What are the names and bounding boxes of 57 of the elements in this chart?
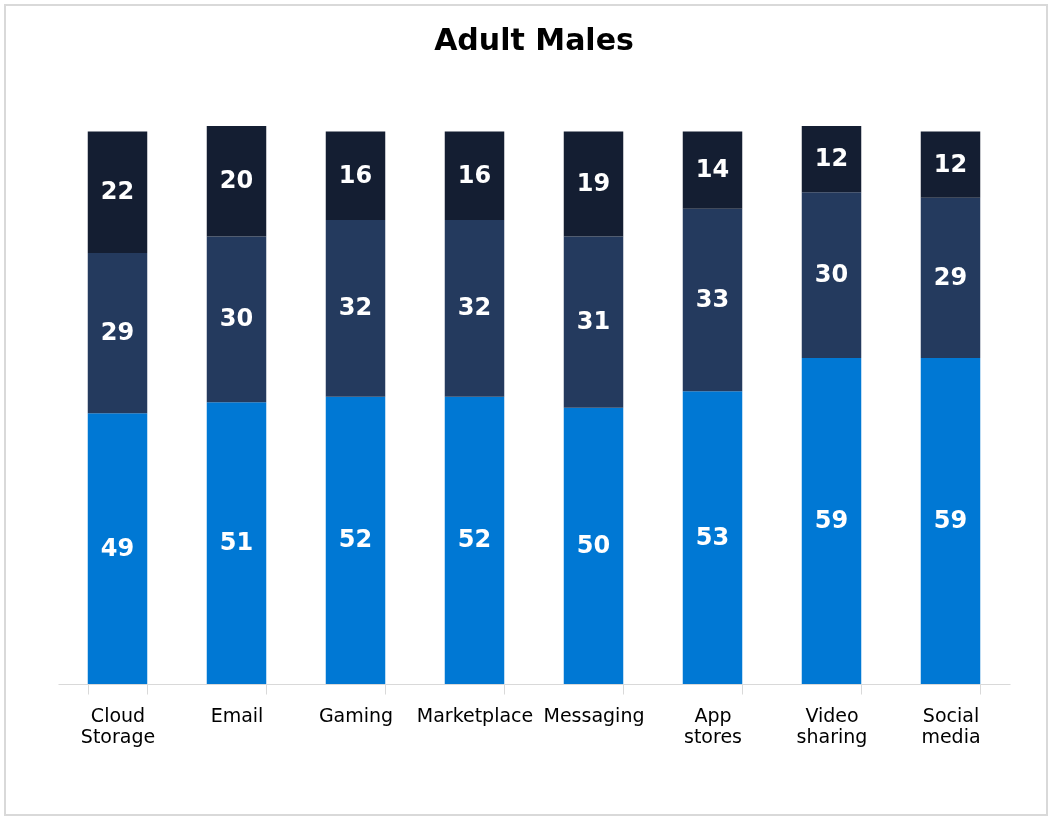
- bar: [682, 391, 743, 684]
- data-label: 52: [338, 525, 373, 554]
- bar: [920, 197, 981, 359]
- bar: [87, 131, 148, 254]
- data-label: 33: [695, 285, 730, 314]
- bar: [206, 236, 267, 403]
- data-label: 30: [814, 260, 849, 289]
- bar: [920, 358, 981, 684]
- data-label: 12: [814, 144, 849, 173]
- bar: [801, 192, 862, 359]
- x-tick-label: Gaming: [318, 703, 394, 726]
- data-label: 53: [695, 522, 730, 551]
- data-label: 52: [457, 525, 492, 554]
- bar: [325, 131, 386, 220]
- bar: [682, 208, 743, 392]
- bar: [206, 402, 267, 684]
- bar: [444, 396, 505, 684]
- data-label: 14: [695, 155, 730, 184]
- bar: [87, 413, 148, 684]
- bar: [563, 407, 624, 684]
- x-tick-label: Social media: [921, 703, 981, 747]
- data-label: 50: [576, 530, 611, 559]
- data-label: 16: [457, 160, 492, 189]
- bar: [325, 219, 386, 397]
- data-label: 51: [219, 528, 254, 557]
- data-label: 20: [219, 166, 254, 195]
- bar: [444, 131, 505, 220]
- data-label: 22: [100, 177, 135, 206]
- x-tick-label: Marketplace: [416, 703, 534, 726]
- data-label: 12: [933, 149, 968, 178]
- bar: [444, 219, 505, 397]
- x-tick-label: Email: [210, 703, 264, 726]
- bar: [87, 253, 148, 414]
- data-label: 31: [576, 307, 611, 336]
- bar: [801, 126, 862, 193]
- x-tick-label: Messaging: [543, 703, 645, 726]
- data-label: 30: [219, 304, 254, 333]
- bar: [682, 131, 743, 209]
- chart-title: Adult Males: [434, 22, 634, 57]
- bar: [920, 131, 981, 198]
- data-label: 32: [457, 293, 492, 322]
- bar: [325, 396, 386, 684]
- data-label: 32: [338, 293, 373, 322]
- data-label: 29: [933, 262, 968, 291]
- data-label: 49: [100, 533, 135, 562]
- data-label: 59: [814, 506, 849, 535]
- data-label: 19: [576, 169, 611, 198]
- data-label: 59: [933, 506, 968, 535]
- x-tick-label: App stores: [684, 703, 742, 747]
- x-tick-label: Video sharing: [796, 703, 868, 747]
- bar: [563, 236, 624, 408]
- bar: [563, 131, 624, 237]
- bar: [801, 358, 862, 684]
- bar: [206, 126, 267, 237]
- data-label: 16: [338, 160, 373, 189]
- data-label: 29: [100, 318, 135, 347]
- x-tick-label: Cloud Storage: [80, 703, 156, 747]
